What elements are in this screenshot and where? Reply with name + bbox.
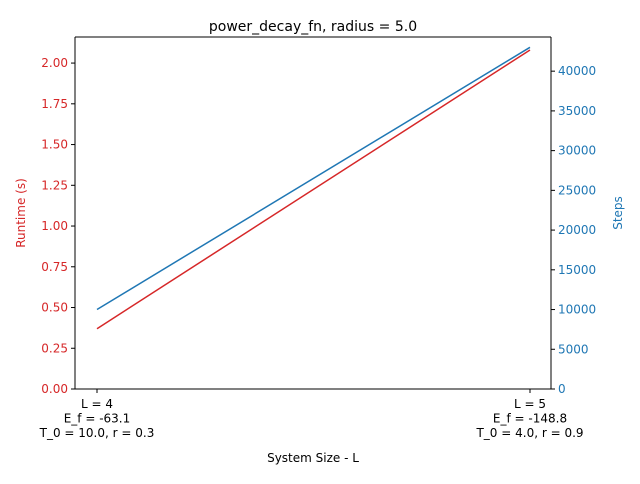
left-tick-label: 1.25 [41, 178, 68, 192]
right-tick-label: 30000 [558, 144, 596, 158]
x-tick-label: E_f = -148.8 [493, 412, 567, 426]
x-tick-label: L = 5 [514, 397, 546, 411]
right-tick-label: 10000 [558, 303, 596, 317]
x-tick-label: T_0 = 4.0, r = 0.9 [475, 426, 583, 440]
left-tick-label: 0.25 [41, 341, 68, 355]
right-tick-label: 0 [558, 382, 566, 396]
left-tick-label: 1.50 [41, 138, 68, 152]
x-tick-label: L = 4 [81, 397, 113, 411]
left-tick-label: 2.00 [41, 56, 68, 70]
y-axis-label-left: Runtime (s) [14, 178, 28, 248]
left-tick-label: 1.75 [41, 97, 68, 111]
left-tick-label: 0.00 [41, 382, 68, 396]
right-tick-label: 5000 [558, 342, 589, 356]
plot-layer: 0.00 0.25 0.50 0.75 1.00 1.25 1.50 1.75 2.00 0 500… [39, 36, 596, 440]
right-tick-label: 25000 [558, 183, 596, 197]
left-tick-label: 1.00 [41, 219, 68, 233]
x-tick-label: E_f = -63.1 [64, 412, 131, 426]
x-axis-label: System Size - L [267, 451, 359, 465]
chart-title: power_decay_fn, radius = 5.0 [209, 19, 417, 35]
series-line-1 [96, 46, 531, 311]
right-tick-label: 15000 [558, 263, 596, 277]
series-line-0 [96, 49, 531, 330]
x-tick-label: T_0 = 10.0, r = 0.3 [39, 426, 155, 440]
right-tick-label: 40000 [558, 64, 596, 78]
left-tick-label: 0.75 [41, 260, 68, 274]
right-tick-label: 35000 [558, 104, 596, 118]
y-axis-label-right: Steps [611, 196, 625, 230]
left-tick-label: 0.50 [41, 301, 68, 315]
right-tick-label: 20000 [558, 223, 596, 237]
